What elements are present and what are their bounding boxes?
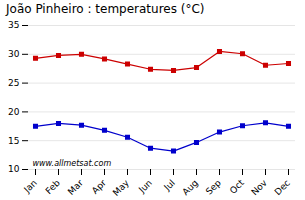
svg-text:Feb: Feb — [44, 178, 63, 197]
svg-text:Jul: Jul — [161, 178, 176, 193]
svg-text:20: 20 — [8, 107, 20, 117]
svg-text:May: May — [111, 177, 132, 197]
svg-text:Sep: Sep — [204, 178, 223, 197]
html-text:João Pinheiro : temperatures (: João Pinheiro : temperatures (°C) — [6, 2, 205, 16]
svg-text:15: 15 — [8, 136, 19, 146]
svg-text:Jan: Jan — [21, 178, 39, 196]
svg-text:Aug: Aug — [180, 178, 200, 197]
svg-text:www.allmetsat.com: www.allmetsat.com — [33, 159, 112, 168]
svg-text:Mar: Mar — [66, 177, 85, 196]
svg-text:Oct: Oct — [228, 177, 246, 195]
svg-text:Dec: Dec — [273, 178, 292, 197]
svg-text:10: 10 — [8, 164, 20, 174]
svg-text:35: 35 — [8, 20, 19, 30]
svg-text:Jun: Jun — [136, 178, 154, 196]
svg-text:30: 30 — [8, 49, 20, 59]
svg-text:Nov: Nov — [249, 177, 269, 197]
svg-text:25: 25 — [8, 78, 19, 88]
svg-text:Apr: Apr — [90, 178, 108, 196]
